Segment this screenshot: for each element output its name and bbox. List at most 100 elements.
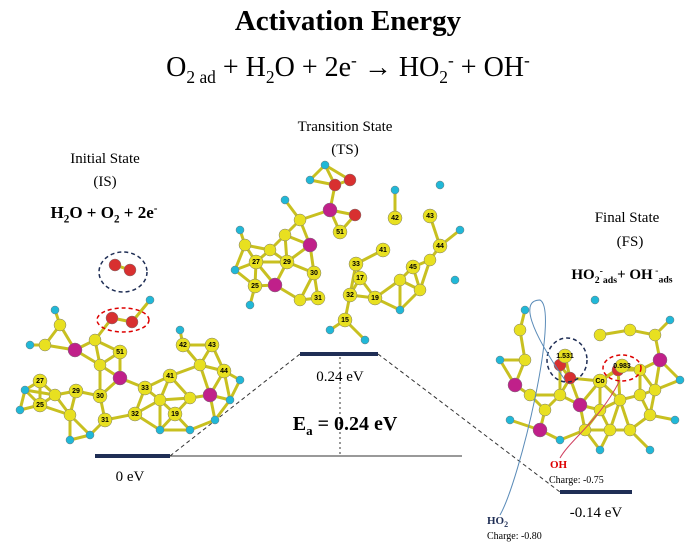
- atom: [113, 371, 127, 385]
- atom: [26, 341, 34, 349]
- atom-label: 1.531: [556, 353, 574, 360]
- text-part: H: [51, 203, 64, 222]
- atom-label: 41: [379, 247, 387, 254]
- atom-label: 19: [171, 411, 179, 418]
- atom: [39, 339, 51, 351]
- atom: [514, 324, 526, 336]
- text-part: -: [524, 50, 530, 70]
- atom: [294, 214, 306, 226]
- text-part: 2 ad: [186, 67, 216, 87]
- energy-label: -0.14 eV: [570, 505, 623, 521]
- atom: [671, 416, 679, 424]
- atom: [226, 396, 234, 404]
- atom: [303, 238, 317, 252]
- atom: [21, 386, 29, 394]
- atom: [268, 278, 282, 292]
- atom-label: 0.983: [613, 363, 631, 370]
- atom: [594, 329, 606, 341]
- atom-label: 32: [346, 292, 354, 299]
- atom: [614, 394, 626, 406]
- charge: Charge: -0.75: [549, 475, 604, 486]
- text-part: 2: [266, 67, 275, 87]
- atom: [624, 424, 636, 436]
- text-part: O + O: [69, 203, 114, 222]
- energy-label: 0 eV: [116, 469, 145, 485]
- equation: O2 ad + H2O + 2e- → HO2- + OH-: [166, 50, 530, 87]
- atom: [604, 424, 616, 436]
- atom-label: 43: [208, 342, 216, 349]
- atom: [236, 226, 244, 234]
- atom: [451, 276, 459, 284]
- state-abbr: (TS): [331, 142, 359, 158]
- state-abbr: (IS): [93, 174, 116, 190]
- atom-label: 29: [72, 388, 80, 395]
- atom: [154, 394, 166, 406]
- atom: [49, 389, 61, 401]
- page: {"header": {"title": "Activation Energy"…: [0, 0, 696, 543]
- text-part: + OH: [617, 267, 653, 283]
- atom: [521, 306, 529, 314]
- atom: [456, 226, 464, 234]
- atom: [54, 319, 66, 331]
- atom: [329, 179, 341, 191]
- atom: [16, 406, 24, 414]
- text-part: + H: [216, 52, 266, 83]
- text-part: HO: [571, 267, 594, 283]
- text-part: ads: [603, 275, 617, 286]
- atom: [211, 416, 219, 424]
- charge: Charge: -0.80: [487, 531, 542, 542]
- atom: [394, 274, 406, 286]
- atom: [323, 203, 337, 217]
- atom: [281, 196, 289, 204]
- atom: [396, 306, 404, 314]
- atom: [533, 423, 547, 437]
- atom: [649, 384, 661, 396]
- diagram: Activation Energy O2 ad + H2O + 2e- → HO…: [0, 0, 696, 543]
- atom: [646, 446, 654, 454]
- text-part: O: [166, 52, 186, 83]
- atom-label: 25: [251, 283, 259, 290]
- atom: [109, 259, 121, 271]
- atom: [666, 316, 674, 324]
- atom-label: 51: [336, 229, 344, 236]
- title: Activation Energy: [235, 5, 462, 37]
- state-formula: H2O + O2 + 2e-: [51, 203, 158, 225]
- state-abbr: (FS): [617, 234, 644, 250]
- atom: [64, 409, 76, 421]
- atom: [344, 174, 356, 186]
- atom-label: 30: [310, 270, 318, 277]
- atom-label: 29: [283, 259, 291, 266]
- atom: [294, 294, 306, 306]
- connector: [378, 354, 560, 492]
- species: HO2: [487, 515, 508, 529]
- atom: [391, 186, 399, 194]
- atom-label: 32: [131, 411, 139, 418]
- atom: [579, 424, 591, 436]
- atom: [554, 389, 566, 401]
- text-part: -: [154, 203, 158, 215]
- molecules: 5142434441333231302927251951424344454133…: [16, 161, 684, 454]
- atom-label: 42: [391, 215, 399, 222]
- atom-label: 25: [36, 402, 44, 409]
- atom: [436, 181, 444, 189]
- atom-label: 19: [371, 295, 379, 302]
- atom: [524, 389, 536, 401]
- atom: [414, 284, 426, 296]
- atom: [203, 388, 217, 402]
- atom-label: 45: [409, 264, 417, 271]
- atom-label: Co: [595, 378, 604, 385]
- energy-label: 0.24 eV: [316, 369, 364, 385]
- atom: [239, 239, 251, 251]
- atom: [624, 324, 636, 336]
- atom: [66, 436, 74, 444]
- text-part: = 0.24 eV: [313, 413, 398, 435]
- atom: [556, 436, 564, 444]
- atom: [424, 254, 436, 266]
- species: OH: [550, 459, 568, 471]
- atom: [361, 336, 369, 344]
- atom: [176, 326, 184, 334]
- text-part: O + 2e: [275, 52, 351, 83]
- atom-label: 51: [116, 349, 124, 356]
- atom: [596, 446, 604, 454]
- atom: [156, 426, 164, 434]
